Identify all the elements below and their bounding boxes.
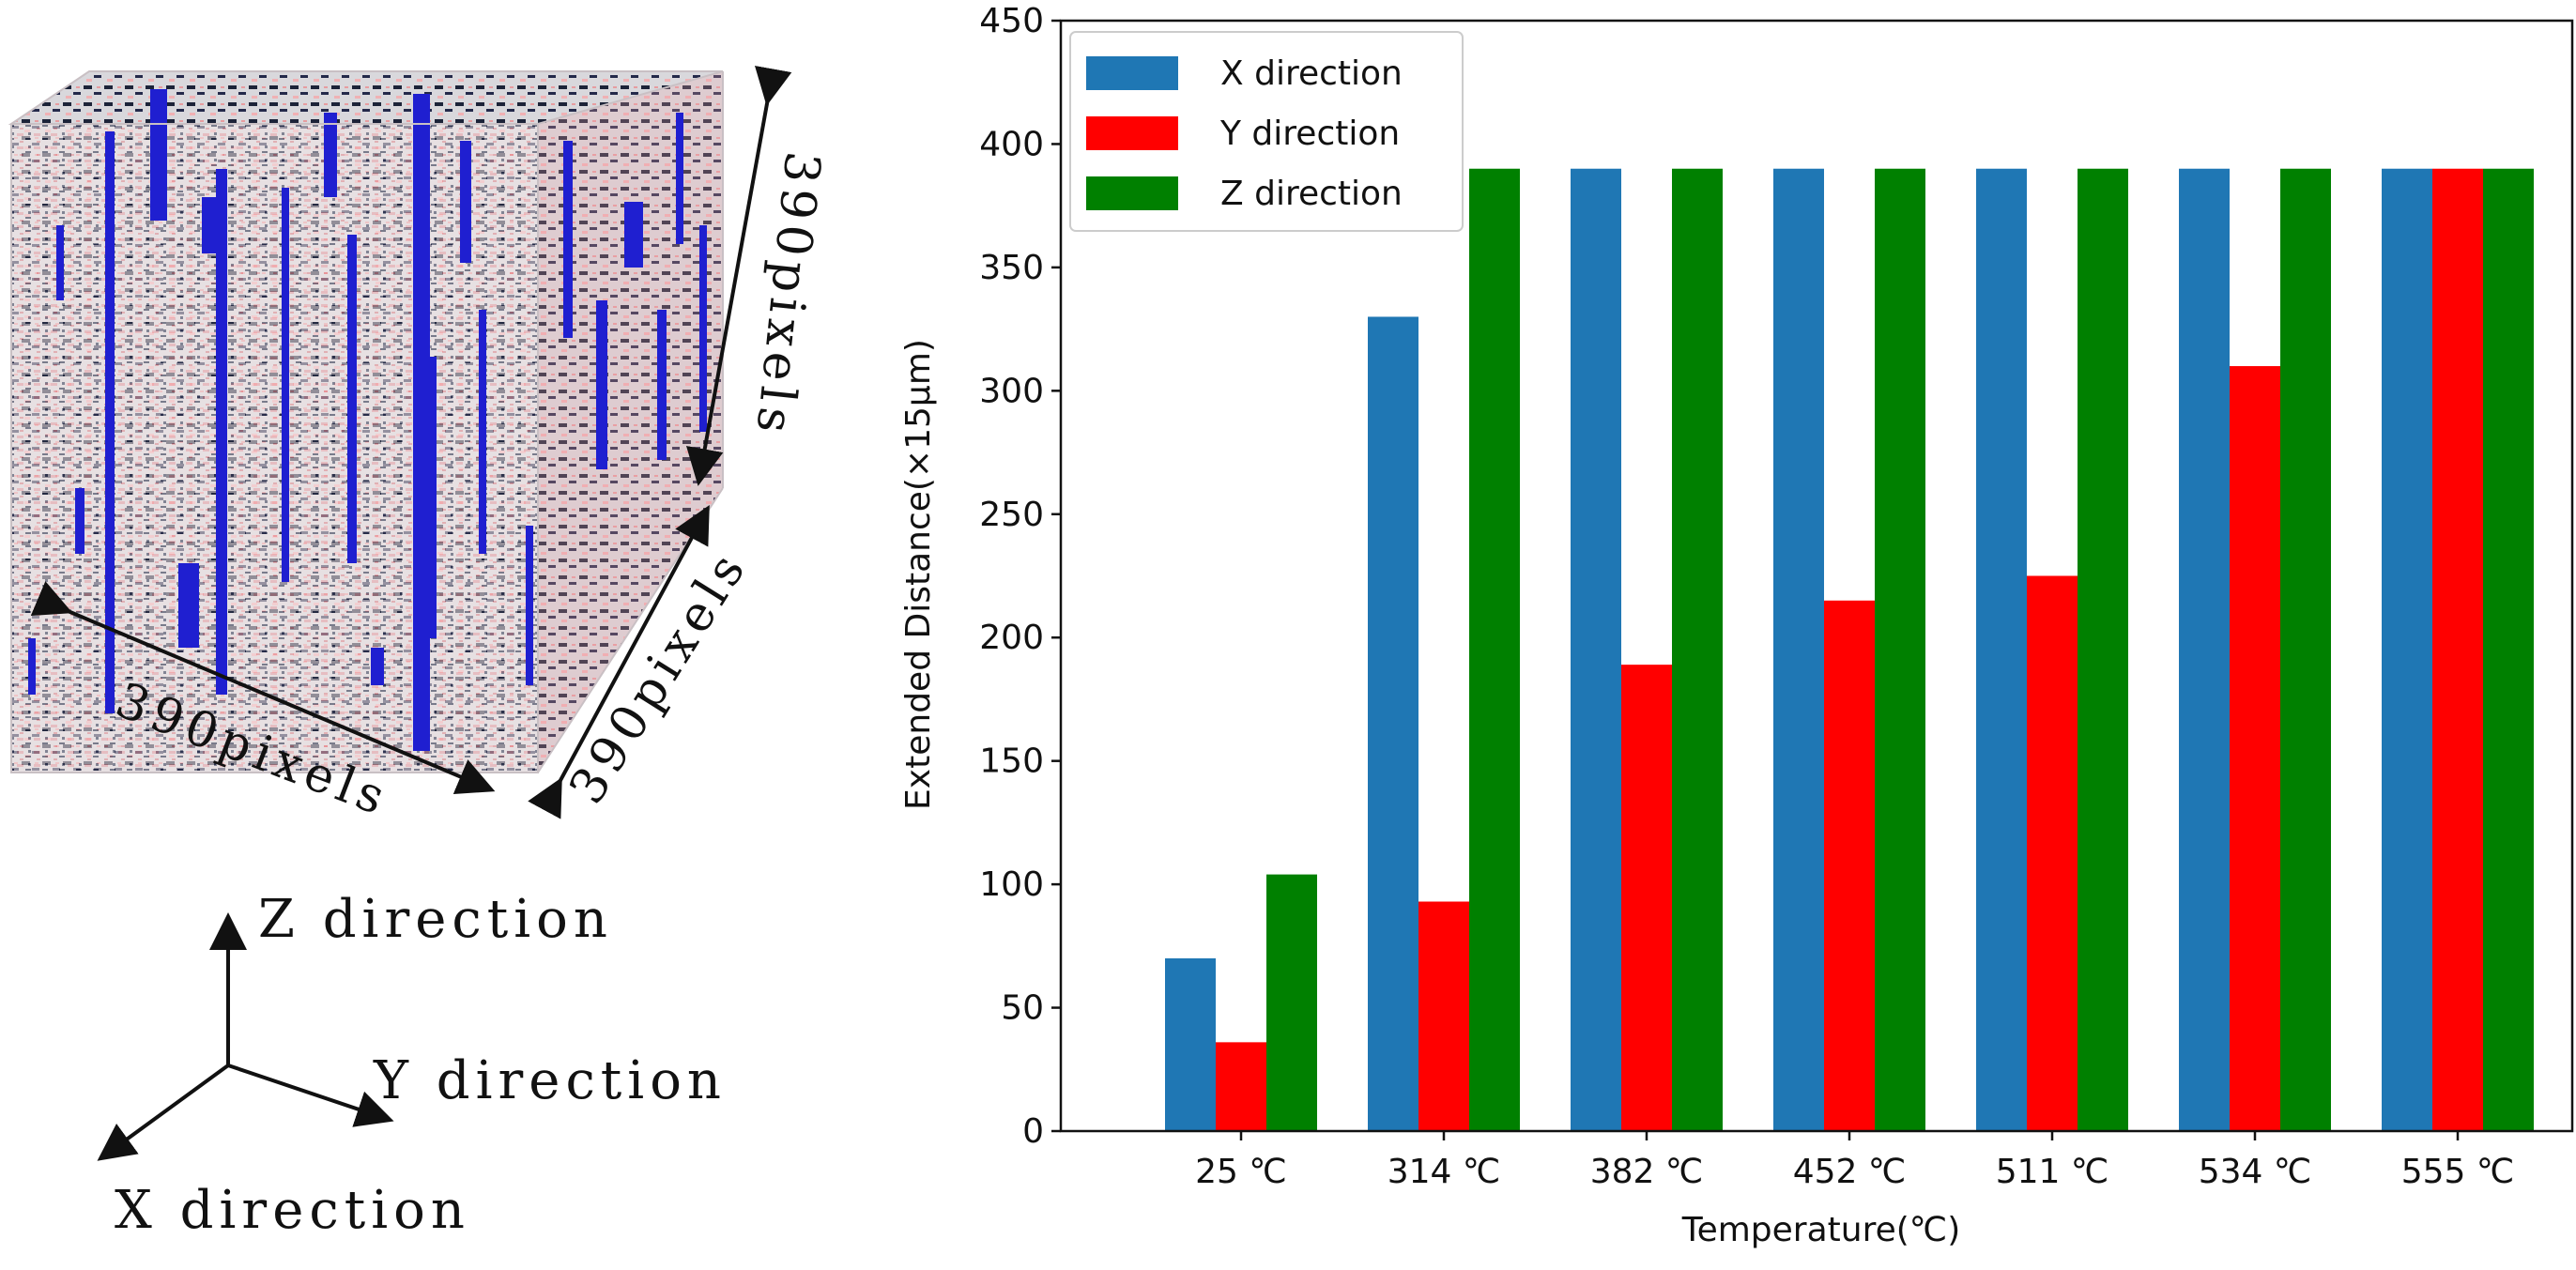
bar-z-direction-5	[2280, 168, 2331, 1131]
bar-x-direction-1	[1368, 316, 1418, 1131]
bar-y-direction-5	[2230, 366, 2280, 1131]
cube-illustration	[8, 70, 724, 773]
legend-label: X direction	[1220, 54, 1403, 93]
x-tick-label: 314 ℃	[1388, 1153, 1501, 1191]
bar-chart: 0 50 100 150 200 250 300 350 400 450 25 ℃ 314 ℃ 382…	[899, 2, 2574, 1249]
bar-z-direction-6	[2483, 168, 2534, 1131]
y-tick-label: 450	[979, 2, 1044, 40]
legend-swatch-y-direction	[1086, 116, 1178, 150]
cube-top-face	[11, 71, 723, 124]
x-tick-label: 452 ℃	[1793, 1153, 1907, 1191]
bar-group	[1165, 168, 2534, 1131]
bar-x-direction-2	[1571, 168, 1621, 1131]
bar-z-direction-4	[2078, 168, 2128, 1131]
bar-x-direction-6	[2382, 168, 2432, 1131]
bar-x-direction-3	[1773, 168, 1824, 1131]
y-tick-label: 200	[979, 619, 1044, 657]
y-tick-label: 350	[979, 249, 1044, 287]
x-tick-label: 511 ℃	[1996, 1153, 2109, 1191]
bar-y-direction-2	[1621, 665, 1672, 1131]
bar-y-direction-4	[2027, 575, 2078, 1131]
x-axis-title: Temperature(℃)	[1681, 1211, 1961, 1249]
y-tick-label: 300	[979, 372, 1044, 410]
legend-label: Z direction	[1220, 175, 1403, 213]
bar-z-direction-0	[1266, 874, 1317, 1131]
bar-z-direction-1	[1469, 168, 1520, 1131]
y-tick-label: 100	[979, 865, 1044, 904]
x-tick-label: 25 ℃	[1195, 1153, 1287, 1191]
bar-x-direction-5	[2179, 168, 2230, 1131]
y-tick-label: 250	[979, 496, 1044, 534]
bar-y-direction-6	[2432, 168, 2483, 1131]
x-tick-label: 555 ℃	[2401, 1153, 2515, 1191]
plot-frame	[1059, 19, 2574, 1133]
cube-front-face-shade	[11, 124, 538, 773]
bar-x-direction-4	[1976, 168, 2027, 1131]
y-tick-label: 150	[979, 742, 1044, 781]
y-tick-label: 50	[1001, 989, 1044, 1028]
bar-y-direction-3	[1824, 600, 1875, 1131]
legend-swatch-x-direction	[1086, 56, 1178, 90]
legend-swatch-z-direction	[1086, 176, 1178, 210]
x-tick-label: 382 ℃	[1590, 1153, 1704, 1191]
y-tick-label: 400	[979, 125, 1044, 163]
x-tick-label: 534 ℃	[2199, 1153, 2312, 1191]
y-axis-arrow	[227, 1063, 394, 1127]
bar-z-direction-2	[1672, 168, 1723, 1131]
y-axis: 0 50 100 150 200 250 300 350 400 450	[979, 2, 1061, 1151]
bar-y-direction-0	[1216, 1042, 1266, 1131]
bar-y-direction-1	[1418, 901, 1469, 1131]
height-dimension-label: 390pixels	[744, 149, 831, 441]
dimension-arrows	[30, 65, 792, 819]
z-direction-label: Z direction	[258, 889, 613, 950]
width-dimension-arrow	[30, 581, 496, 794]
x-axis-arrow	[97, 1063, 230, 1161]
y-direction-label: Y direction	[373, 1050, 727, 1111]
bar-z-direction-3	[1875, 168, 1925, 1131]
y-axis-title: Extended Distance(×15μm)	[899, 339, 938, 810]
y-tick-label: 0	[1022, 1112, 1044, 1151]
bar-x-direction-0	[1165, 957, 1216, 1131]
x-axis: 25 ℃ 314 ℃ 382 ℃ 452 ℃ 511 ℃ 534 ℃ 555 ℃	[1195, 1131, 2514, 1191]
legend-label: Y direction	[1219, 115, 1400, 153]
legend: X direction Y direction Z direction	[1069, 31, 1464, 232]
height-dimension-arrow	[685, 65, 792, 486]
axes-indicator	[97, 912, 394, 1161]
x-direction-label: X direction	[115, 1180, 470, 1241]
depth-dimension-arrow	[528, 504, 710, 819]
